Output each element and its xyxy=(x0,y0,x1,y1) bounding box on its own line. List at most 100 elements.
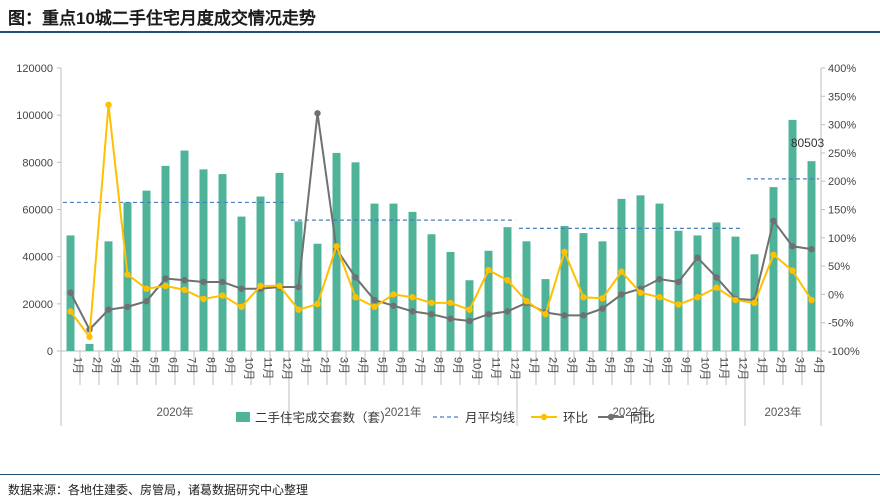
month-tick-label: 9月 xyxy=(452,357,464,374)
footer-divider xyxy=(0,474,880,475)
yoy-point xyxy=(67,289,74,296)
right-y-tick-label: 0% xyxy=(828,289,844,301)
right-y-tick-label: 350% xyxy=(828,91,856,103)
yoy-point xyxy=(352,274,359,281)
month-tick-label: 12月 xyxy=(281,357,293,380)
tick-labels: 0 20000 40000 60000 80000 100000 120000 -100% -5… xyxy=(16,63,860,419)
yoy-point xyxy=(789,243,796,250)
month-tick-label: 4月 xyxy=(813,357,825,374)
mom-point xyxy=(276,282,283,290)
legend-label: 同比 xyxy=(630,411,655,425)
month-tick-label: 12月 xyxy=(737,357,749,380)
mom-point xyxy=(694,294,701,301)
right-y-tick-label: 100% xyxy=(828,233,856,245)
yoy-point xyxy=(181,277,188,284)
bar xyxy=(427,234,436,351)
right-y-tick-label: -100% xyxy=(828,346,860,358)
bar xyxy=(731,236,740,351)
mom-series xyxy=(67,101,815,341)
month-tick-label: 1月 xyxy=(72,357,84,374)
mom-point xyxy=(390,291,397,298)
mom-point xyxy=(200,295,207,303)
bar xyxy=(370,203,379,351)
month-tick-label: 9月 xyxy=(224,357,236,374)
month-tick-label: 8月 xyxy=(661,357,673,374)
mom-point xyxy=(67,308,74,315)
bar xyxy=(788,119,797,351)
right-y-tick-label: -50% xyxy=(828,318,854,330)
mom-point xyxy=(447,299,454,307)
month-tick-label: 3月 xyxy=(566,357,578,374)
mom-point xyxy=(105,101,112,108)
year-label: 2021年 xyxy=(384,405,421,419)
yoy-point xyxy=(200,278,207,286)
month-tick-label: 3月 xyxy=(110,357,122,374)
mom-point xyxy=(770,251,777,258)
month-tick-label: 2月 xyxy=(775,357,787,374)
yoy-point xyxy=(599,305,606,312)
yoy-point xyxy=(580,312,587,319)
bar xyxy=(579,233,588,351)
left-y-tick-label: 80000 xyxy=(22,157,53,169)
right-y-tick-label: 50% xyxy=(828,261,850,273)
right-y-tick-label: 200% xyxy=(828,176,856,188)
mom-point xyxy=(751,299,758,307)
yoy-point xyxy=(428,311,435,318)
legend-bar-swatch xyxy=(236,412,250,422)
month-tick-label: 7月 xyxy=(642,357,654,374)
left-y-tick-label: 40000 xyxy=(22,252,53,264)
yoy-point xyxy=(124,303,131,311)
month-tick-label: 2月 xyxy=(91,357,103,374)
month-tick-label: 1月 xyxy=(528,357,540,374)
bar xyxy=(389,203,398,351)
bar xyxy=(465,280,474,351)
year-label: 2022年 xyxy=(612,405,649,419)
month-tick-label: 3月 xyxy=(794,357,806,374)
month-tick-label: 7月 xyxy=(414,357,426,374)
mom-point xyxy=(295,306,302,313)
mom-point xyxy=(789,267,796,274)
yoy-point xyxy=(808,245,815,253)
transaction-chart: 0 20000 40000 60000 80000 100000 120000 -100% -5… xyxy=(16,63,860,426)
bar xyxy=(199,169,208,351)
yoy-point xyxy=(238,285,245,292)
yoy-point xyxy=(295,283,302,291)
bar-data-label: 80503 xyxy=(791,136,825,150)
mom-point xyxy=(523,297,530,305)
mom-point xyxy=(808,296,815,304)
yoy-line xyxy=(69,113,812,332)
yoy-point xyxy=(770,217,777,225)
month-tick-label: 11月 xyxy=(718,357,730,379)
mom-point xyxy=(580,294,587,301)
chart-legend: 二手住宅成交套数（套） 月平均线 环比 同比 xyxy=(236,410,655,425)
yoy-point xyxy=(675,278,682,286)
month-tick-label: 5月 xyxy=(148,357,160,374)
legend-label: 二手住宅成交套数（套） xyxy=(255,410,393,425)
title-divider xyxy=(0,31,880,33)
month-tick-label: 5月 xyxy=(376,357,388,374)
yoy-point xyxy=(504,308,511,315)
month-tick-label: 10月 xyxy=(471,357,483,380)
yoy-point xyxy=(143,297,150,305)
mom-point xyxy=(143,285,150,292)
mom-point xyxy=(466,306,473,313)
yoy-point xyxy=(162,275,169,282)
month-tick-label: 1月 xyxy=(300,357,312,374)
mom-point xyxy=(238,303,245,311)
year-label: 2023年 xyxy=(764,405,801,419)
yoy-point xyxy=(390,302,397,309)
yoy-point xyxy=(485,311,492,318)
bar xyxy=(807,161,816,351)
mom-point xyxy=(162,282,169,290)
bar xyxy=(484,250,493,351)
mom-line xyxy=(69,104,813,340)
bar xyxy=(503,227,512,351)
bar xyxy=(237,216,246,351)
month-tick-label: 1月 xyxy=(756,357,768,374)
mom-point xyxy=(314,300,321,308)
mom-point xyxy=(675,301,682,308)
month-tick-label: 8月 xyxy=(205,357,217,374)
yoy-point xyxy=(105,306,112,313)
bar xyxy=(351,162,360,351)
mom-point xyxy=(656,294,663,301)
